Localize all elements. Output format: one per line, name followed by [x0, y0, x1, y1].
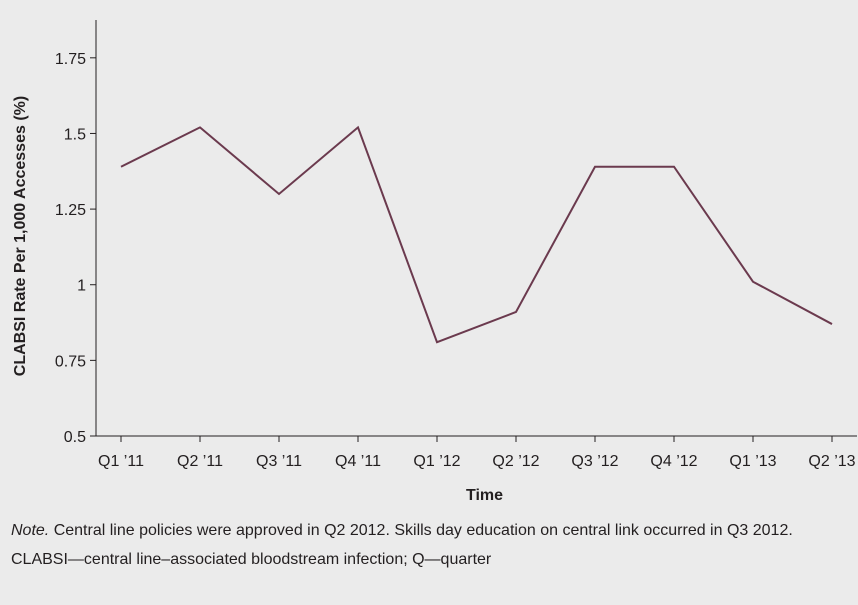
x-axis-title: Time — [466, 487, 503, 504]
x-tick-label: Q1 ’12 — [413, 453, 460, 470]
y-axis-title: CLABSI Rate Per 1,000 Accesses (%) — [12, 96, 29, 376]
abbreviations-note: CLABSI—central line–associated bloodstre… — [11, 551, 492, 568]
y-tick-label: 0.5 — [64, 429, 86, 446]
x-tick-label: Q4 ’11 — [335, 453, 381, 470]
note-paragraph: Note. Central line policies were approve… — [11, 519, 856, 542]
x-tick-label: Q3 ’12 — [571, 453, 618, 470]
y-tick-label: 1 — [77, 278, 86, 295]
x-tick-label: Q2 ’11 — [177, 453, 223, 470]
x-tick-label: Q1 ’13 — [729, 453, 776, 470]
y-tick-label: 1.75 — [55, 51, 86, 68]
series-line — [120, 125, 833, 344]
x-tick-label: Q4 ’12 — [650, 453, 697, 470]
series-group — [120, 125, 833, 344]
line-chart: 0.5 0.75 1 1.25 1.5 1.75 Q1 ’11 Q2 ’11 Q3 ’11 Q4… — [12, 20, 857, 504]
x-tick-label: Q2 ’13 — [808, 453, 855, 470]
x-tick-label: Q1 ’11 — [98, 453, 144, 470]
y-axis-ticks: 0.5 0.75 1 1.25 1.5 1.75 — [55, 51, 96, 446]
y-tick-label: 1.25 — [55, 202, 86, 219]
note-text: Central line policies were approved in Q… — [49, 522, 793, 539]
figure-notes: Note. Central line policies were approve… — [11, 519, 856, 571]
note-label: Note. — [11, 522, 50, 539]
y-tick-label: 1.5 — [64, 126, 86, 143]
y-tick-label: 0.75 — [55, 353, 86, 370]
x-tick-label: Q3 ’11 — [256, 453, 302, 470]
x-axis-ticks: Q1 ’11 Q2 ’11 Q3 ’11 Q4 ’11 Q1 ’12 Q2 ’12 Q3 ’… — [98, 436, 856, 470]
x-tick-label: Q2 ’12 — [492, 453, 539, 470]
